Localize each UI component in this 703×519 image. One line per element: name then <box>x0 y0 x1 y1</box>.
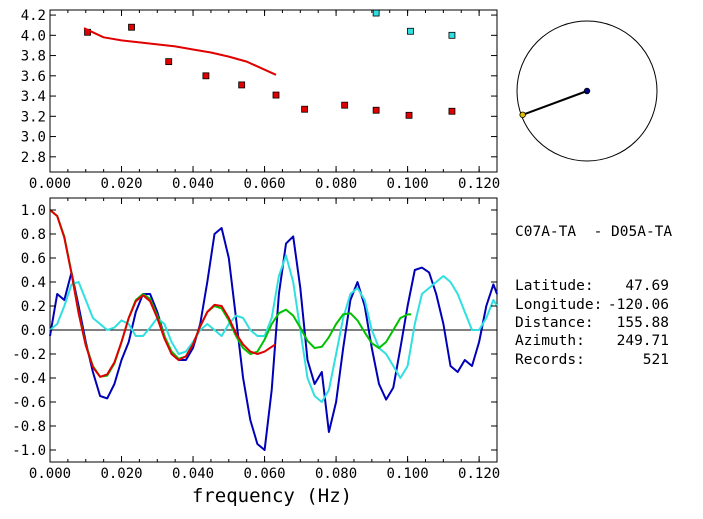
info-row-label: Longitude: <box>515 296 603 313</box>
y-tick-label: 4.2 <box>21 8 46 24</box>
y-tick-label: 4.0 <box>21 28 46 44</box>
info-row-value: -120.06 <box>607 296 669 313</box>
station-map <box>516 20 658 162</box>
y-tick-label: 3.6 <box>21 69 46 85</box>
y-tick-label: 0.4 <box>21 275 46 291</box>
series-line <box>49 254 498 403</box>
x-tick-label: 0.000 <box>29 466 71 482</box>
x-tick-label: 0.120 <box>458 176 500 192</box>
top-plot-frame <box>49 9 498 173</box>
data-point <box>372 106 380 114</box>
info-row-value: 155.88 <box>616 315 669 332</box>
info-row-label: Distance: <box>515 315 594 332</box>
info-row-value: 47.69 <box>625 278 669 295</box>
station-marker-end <box>583 87 591 95</box>
x-tick-label: 0.040 <box>172 176 214 192</box>
y-tick-label: 2.8 <box>21 150 46 166</box>
bottom-plot-marks <box>49 209 498 451</box>
y-tick-label: 0.2 <box>21 299 46 315</box>
x-tick-label: 0.060 <box>243 466 285 482</box>
series-line <box>83 27 277 76</box>
x-tick-label: 0.040 <box>172 466 214 482</box>
x-tick-label: 0.080 <box>315 466 357 482</box>
info-row: Longitude: -120.06 <box>515 296 672 314</box>
y-tick-label: 3.4 <box>21 89 46 105</box>
data-point <box>272 91 280 99</box>
y-tick-label: 0.0 <box>21 323 46 339</box>
correlation-panel: 0.000 0.020 0.040 0.060 0.080 0.100 0.120 -1.0 -… <box>12 197 500 507</box>
x-tick-label: 0.060 <box>243 176 285 192</box>
data-point <box>407 27 414 35</box>
info-row-label: Azimuth: <box>515 333 585 350</box>
top-plot-marks <box>83 9 456 119</box>
x-tick-label: 0.020 <box>100 176 142 192</box>
map-circle <box>516 20 658 162</box>
y-tick-label: 3.2 <box>21 109 46 125</box>
y-tick-label: 0.6 <box>21 251 46 267</box>
y-tick-label: -0.6 <box>12 395 46 411</box>
info-row-label: Latitude: <box>515 278 594 295</box>
x-tick-label: 0.100 <box>387 176 429 192</box>
info-row: Records: 521 <box>515 351 672 369</box>
y-tick-label: -0.8 <box>12 419 46 435</box>
y-tick-label: -0.4 <box>12 371 46 387</box>
station-marker-start <box>519 111 526 118</box>
station-pair: C07A-TA - D05A-TA <box>515 223 673 240</box>
y-tick-label: 3.8 <box>21 49 46 65</box>
data-point <box>405 111 413 119</box>
info-row-value: 249.71 <box>616 333 669 350</box>
data-point <box>448 31 456 39</box>
data-point <box>372 9 380 17</box>
series-line <box>49 227 498 451</box>
data-point <box>448 107 456 115</box>
data-point <box>165 58 173 66</box>
station-path-line <box>522 90 588 116</box>
y-tick-label: 1.0 <box>21 203 46 219</box>
data-point <box>301 105 309 113</box>
x-tick-label: 0.020 <box>100 466 142 482</box>
info-row: Distance: 155.88 <box>515 314 672 332</box>
x-tick-label: 0.120 <box>458 466 500 482</box>
x-tick-label: 0.000 <box>29 176 71 192</box>
bottom-plot-axes: 0.000 0.020 0.040 0.060 0.080 0.100 0.120 -1.0 -… <box>12 198 500 482</box>
info-row-label: Records: <box>515 351 585 368</box>
data-point <box>202 72 210 80</box>
y-tick-label: 0.8 <box>21 227 46 243</box>
y-tick-label: -1.0 <box>12 443 46 459</box>
y-tick-label: 3.0 <box>21 130 46 146</box>
info-row: Latitude: 47.69 <box>515 277 672 295</box>
x-axis-label: frequency (Hz) <box>192 485 352 507</box>
data-point <box>128 23 135 31</box>
phase-velocity-panel: 0.000 0.020 0.040 0.060 0.080 0.100 0.120 2.8 3.… <box>21 8 500 192</box>
x-tick-label: 0.100 <box>387 466 429 482</box>
info-rows: Latitude: 47.69 Longitude: -120.06 Distance:… <box>515 277 672 367</box>
station-info-panel: C07A-TA - D05A-TA Latitude: 47.69 Longitud… <box>515 186 673 368</box>
series-line <box>49 209 412 378</box>
info-row-value: 521 <box>642 351 669 368</box>
x-tick-label: 0.080 <box>315 176 357 192</box>
top-plot-axes: 0.000 0.020 0.040 0.060 0.080 0.100 0.120 2.8 3.… <box>21 8 500 192</box>
series-line <box>49 209 276 378</box>
data-point <box>238 81 246 89</box>
y-tick-label: -0.2 <box>12 347 46 363</box>
info-row: Azimuth: 249.71 <box>515 332 672 350</box>
data-point <box>341 101 349 109</box>
